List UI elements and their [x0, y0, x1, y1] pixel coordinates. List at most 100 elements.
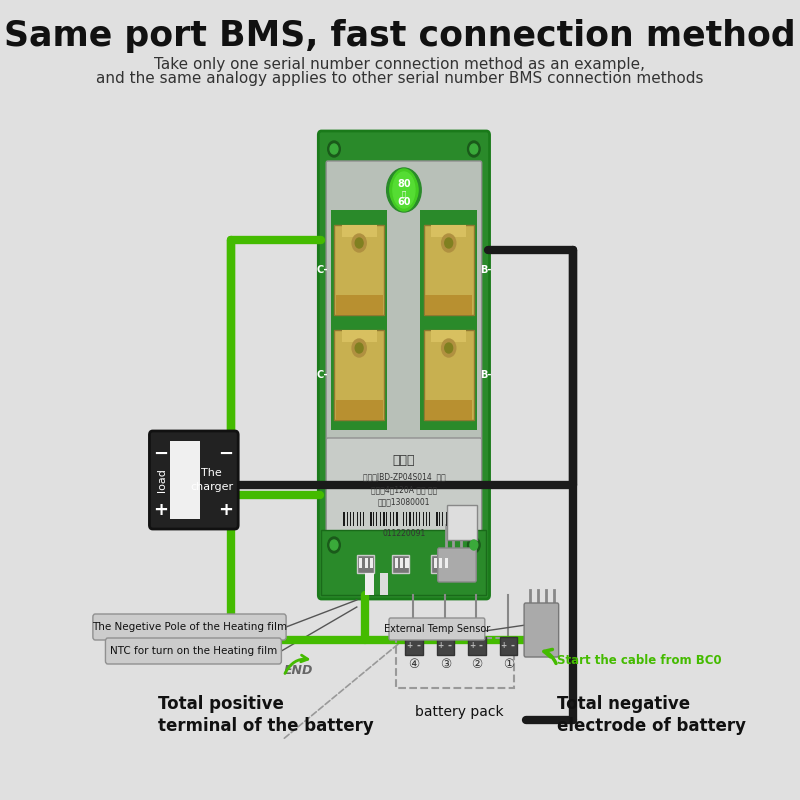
- Bar: [380, 512, 381, 526]
- Bar: [436, 512, 438, 526]
- Bar: [422, 512, 424, 526]
- Bar: [431, 555, 449, 573]
- Text: +: +: [501, 642, 507, 650]
- Bar: [434, 558, 437, 568]
- Text: The
charger: The charger: [190, 468, 233, 491]
- Circle shape: [390, 172, 418, 208]
- Text: Total positive
terminal of the battery: Total positive terminal of the battery: [158, 695, 374, 735]
- Text: The Negetive Pole of the Heating film: The Negetive Pole of the Heating film: [92, 622, 287, 632]
- Bar: [342, 330, 377, 342]
- Bar: [423, 225, 474, 315]
- Bar: [334, 330, 384, 420]
- Text: 规格：4串120A 同口 均衡: 规格：4串120A 同口 均衡: [371, 486, 437, 494]
- Bar: [410, 512, 411, 526]
- Bar: [373, 512, 374, 526]
- Bar: [416, 512, 417, 526]
- Text: ②: ②: [471, 658, 482, 671]
- Bar: [359, 558, 362, 568]
- Bar: [425, 400, 472, 420]
- Text: 级: 级: [402, 190, 406, 198]
- Circle shape: [352, 234, 366, 252]
- Circle shape: [445, 343, 453, 353]
- Bar: [365, 558, 368, 568]
- Bar: [396, 512, 398, 526]
- Bar: [406, 558, 409, 568]
- FancyBboxPatch shape: [326, 161, 482, 440]
- Circle shape: [467, 537, 480, 553]
- Bar: [365, 573, 374, 595]
- Bar: [419, 512, 420, 526]
- Bar: [342, 225, 377, 237]
- Circle shape: [330, 144, 338, 154]
- Bar: [322, 135, 486, 163]
- Bar: [406, 637, 422, 655]
- Circle shape: [442, 339, 456, 357]
- Bar: [456, 512, 457, 526]
- FancyBboxPatch shape: [106, 638, 282, 664]
- Text: +: +: [438, 642, 444, 650]
- Circle shape: [328, 537, 340, 553]
- Bar: [346, 512, 348, 526]
- Bar: [377, 512, 378, 526]
- Text: Start the cable from BC0: Start the cable from BC0: [557, 654, 722, 666]
- Text: NTC for turn on the Heating film: NTC for turn on the Heating film: [110, 646, 277, 656]
- Text: 型号：JBD-ZP04S014  铁锂: 型号：JBD-ZP04S014 铁锂: [362, 474, 446, 482]
- Circle shape: [355, 238, 363, 248]
- Text: C-: C-: [316, 265, 328, 275]
- Bar: [331, 210, 387, 430]
- Text: -: -: [510, 641, 514, 651]
- Text: -: -: [416, 641, 420, 651]
- Text: -: -: [447, 641, 451, 651]
- Bar: [394, 558, 398, 568]
- Circle shape: [330, 540, 338, 550]
- Text: -: -: [479, 641, 483, 651]
- Text: load: load: [157, 468, 167, 492]
- Bar: [322, 530, 486, 595]
- Text: +: +: [469, 642, 475, 650]
- Circle shape: [328, 141, 340, 157]
- Bar: [334, 225, 384, 315]
- Bar: [335, 400, 382, 420]
- Text: ①: ①: [502, 658, 514, 671]
- Bar: [360, 512, 361, 526]
- FancyBboxPatch shape: [389, 618, 485, 640]
- Text: 品号：13080001: 品号：13080001: [378, 498, 430, 506]
- Circle shape: [470, 540, 478, 550]
- Circle shape: [386, 168, 422, 212]
- Bar: [445, 558, 448, 568]
- Text: Total negative
electrode of battery: Total negative electrode of battery: [557, 695, 746, 735]
- Bar: [389, 210, 419, 430]
- FancyArrowPatch shape: [285, 655, 308, 674]
- Text: −: −: [153, 445, 168, 463]
- Text: 60: 60: [397, 197, 410, 207]
- Bar: [343, 512, 345, 526]
- Circle shape: [445, 238, 453, 248]
- Text: C-: C-: [316, 370, 328, 380]
- Circle shape: [467, 141, 480, 157]
- Bar: [423, 330, 474, 420]
- FancyArrowPatch shape: [544, 650, 556, 663]
- Bar: [449, 512, 450, 526]
- Bar: [413, 512, 414, 526]
- Bar: [399, 512, 401, 526]
- Bar: [452, 512, 454, 526]
- Bar: [357, 512, 358, 526]
- Bar: [370, 558, 374, 568]
- Circle shape: [442, 234, 456, 252]
- Text: B-: B-: [480, 370, 491, 380]
- Text: 80: 80: [397, 179, 410, 189]
- Bar: [400, 558, 403, 568]
- Bar: [425, 295, 472, 315]
- Text: ④: ④: [409, 658, 420, 671]
- Bar: [442, 512, 443, 526]
- Bar: [406, 512, 407, 526]
- Bar: [431, 330, 466, 342]
- Text: Same port BMS, fast connection method: Same port BMS, fast connection method: [4, 19, 796, 53]
- Bar: [170, 441, 200, 519]
- Bar: [392, 555, 410, 573]
- FancyBboxPatch shape: [438, 548, 476, 582]
- Bar: [439, 558, 442, 568]
- Text: battery pack: battery pack: [414, 705, 503, 719]
- FancyBboxPatch shape: [318, 131, 490, 599]
- Bar: [363, 512, 364, 526]
